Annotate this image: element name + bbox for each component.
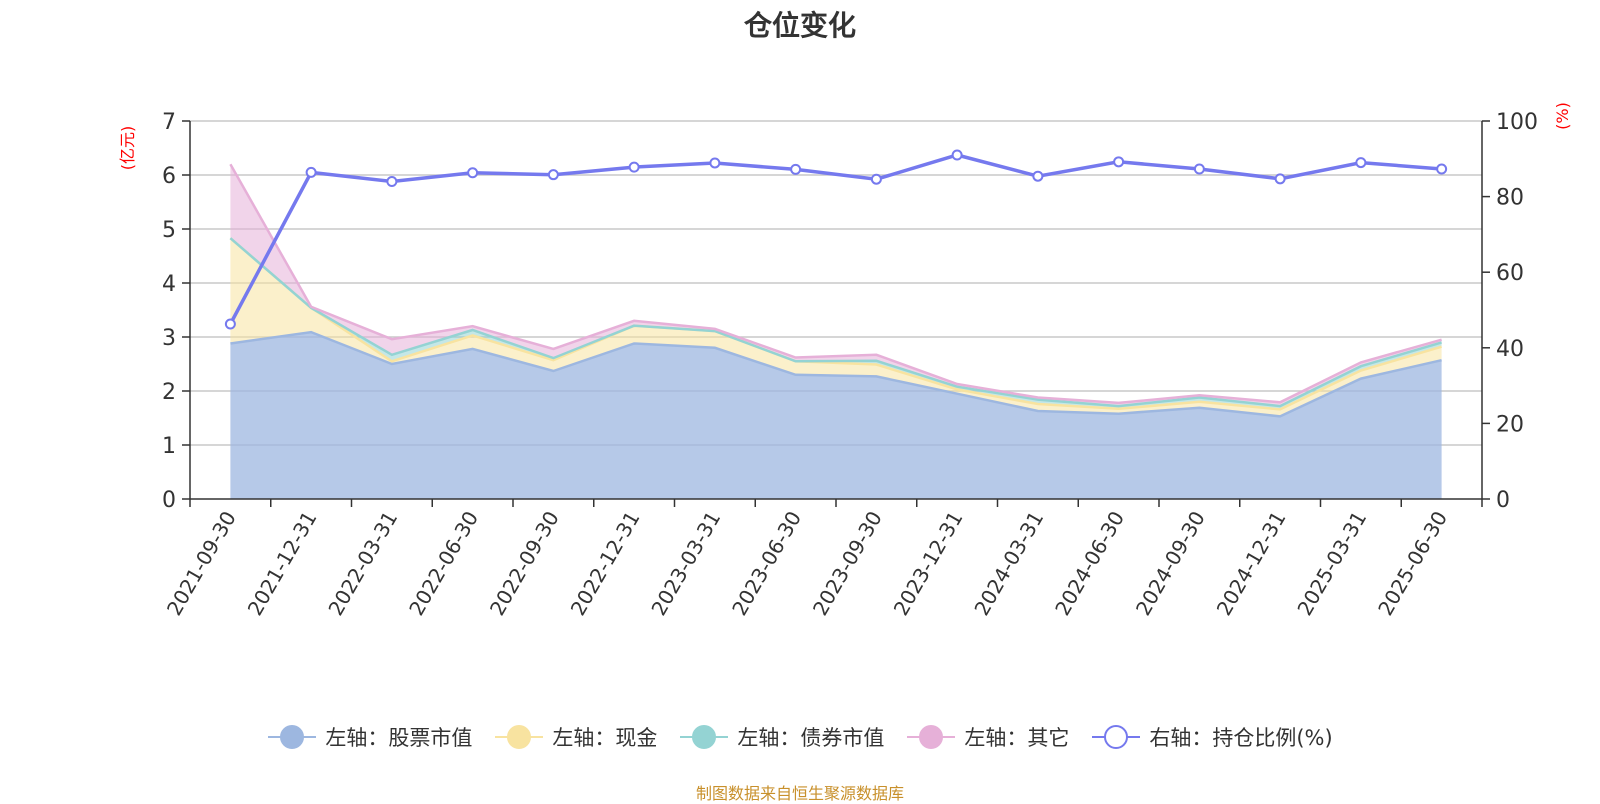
area-edge-3 <box>229 237 1442 408</box>
legend-label: 左轴：其它 <box>964 726 1070 750</box>
right-tick-label: 100 <box>1496 110 1538 135</box>
x-tick-label: 2024-12-31 <box>1212 507 1291 620</box>
ratio-point <box>1113 156 1125 168</box>
ratio-point <box>1355 157 1367 169</box>
ratio-point <box>870 173 882 185</box>
legend-filled-circle-icon <box>495 725 544 749</box>
right-tick-label: 40 <box>1496 337 1524 362</box>
x-tick-label: 2022-06-30 <box>404 507 483 620</box>
legend-item[interactable]: 左轴：现金 <box>494 722 657 752</box>
area-layer <box>229 163 1442 499</box>
left-tick-label: 4 <box>162 272 176 297</box>
ratio-point <box>1274 173 1286 185</box>
x-tick-label: 2023-09-30 <box>808 507 887 620</box>
legend-label: 左轴：股票市值 <box>325 726 473 750</box>
left-axis-label: (亿元) <box>118 126 137 171</box>
x-tick-label: 2021-12-31 <box>243 507 322 620</box>
chart-title: 仓位变化 <box>743 10 856 41</box>
legend-label: 左轴：债券市值 <box>737 726 885 750</box>
ratio-point <box>547 169 559 181</box>
x-tick-label: 2023-06-30 <box>727 507 806 620</box>
legend-filled-circle-icon <box>907 725 956 749</box>
legend-filled-circle-icon <box>268 725 317 749</box>
x-tick-label: 2022-09-30 <box>485 507 564 620</box>
left-tick-label: 2 <box>162 380 176 405</box>
source-note: 制图数据来自恒生聚源数据库 <box>695 784 904 803</box>
ratio-point <box>1032 170 1044 182</box>
x-tick-label: 2025-03-31 <box>1292 507 1371 620</box>
x-tick-label: 2025-06-30 <box>1373 507 1452 620</box>
ratio-point <box>224 318 236 330</box>
area-edge-1 <box>230 330 1442 418</box>
left-tick-label: 7 <box>162 110 176 135</box>
right-axis-label: (%) <box>1553 102 1572 130</box>
x-tick-label: 2024-06-30 <box>1050 507 1129 620</box>
left-tick-label: 3 <box>162 326 176 351</box>
ratio-point <box>1193 163 1205 175</box>
right-tick-label: 80 <box>1496 186 1524 211</box>
area-1 <box>230 332 1442 499</box>
ratio-line <box>228 153 1442 325</box>
right-tick-label: 20 <box>1496 412 1524 437</box>
ratio-point <box>386 175 398 187</box>
left-tick-label: 1 <box>162 434 176 459</box>
right-tick-label: 60 <box>1496 261 1524 286</box>
legend-item[interactable]: 左轴：股票市值 <box>267 722 472 752</box>
ratio-point <box>951 149 963 161</box>
ratio-point <box>790 163 802 175</box>
legend-item[interactable]: 左轴：债券市值 <box>679 722 884 752</box>
x-tick-label: 2023-12-31 <box>889 507 968 620</box>
right-tick-label: 0 <box>1496 488 1510 513</box>
legend-item[interactable]: 右轴：持仓比例(%) <box>1091 722 1333 752</box>
area-4 <box>230 164 1442 407</box>
ratio-point <box>467 167 479 179</box>
x-tick-label: 2022-03-31 <box>323 507 402 620</box>
area-edge-4 <box>229 163 1442 405</box>
ratio-point <box>305 166 317 178</box>
x-tick-label: 2023-03-31 <box>646 507 725 620</box>
legend-hollow-circle-icon <box>1092 725 1141 749</box>
area-edge-2 <box>229 237 1442 411</box>
legend-filled-circle-icon <box>680 725 729 749</box>
left-tick-label: 5 <box>162 218 176 243</box>
ratio-point <box>1436 163 1448 175</box>
legend: 左轴：股票市值 左轴：现金 左轴：债券市值 左轴：其它 右轴：持仓比例(%) <box>0 722 1600 752</box>
x-tick-label: 2024-03-31 <box>969 507 1048 620</box>
x-tick-label: 2021-09-30 <box>162 507 241 620</box>
legend-item[interactable]: 左轴：其它 <box>906 722 1069 752</box>
left-tick-label: 0 <box>162 488 176 513</box>
left-tick-label: 6 <box>162 164 176 189</box>
legend-label: 右轴：持仓比例(%) <box>1149 726 1333 750</box>
legend-label: 左轴：现金 <box>552 726 658 750</box>
ratio-point <box>709 157 721 169</box>
x-tick-label: 2022-12-31 <box>566 507 645 620</box>
ratio-point <box>628 161 640 173</box>
x-tick-label: 2024-09-30 <box>1131 507 1210 620</box>
line-layer <box>224 149 1448 330</box>
